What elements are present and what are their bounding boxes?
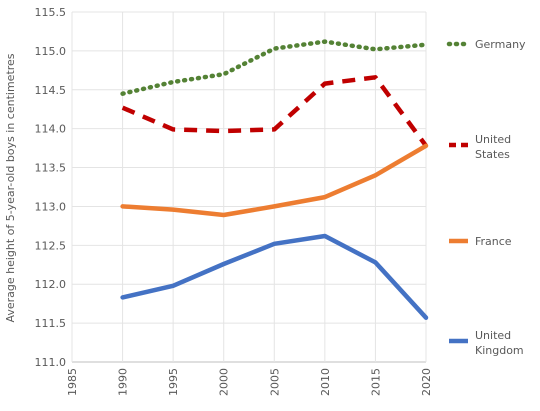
series-line-united-kingdom	[120, 233, 429, 320]
y-axis-title: Average height of 5-year-old boys in cen…	[4, 53, 17, 322]
legend-label-united-kingdom: United Kingdom	[475, 329, 524, 357]
x-tick-label: 1995	[167, 368, 180, 396]
x-tick-label: 2020	[420, 368, 433, 396]
x-tick-label: 1990	[117, 368, 130, 396]
series-lines	[120, 39, 429, 320]
legend-label-germany: Germany	[475, 38, 526, 51]
y-tick-label: 115.0	[35, 45, 67, 58]
y-tick-label: 115.5	[35, 6, 67, 19]
series-line-united-states	[121, 75, 428, 148]
y-tick-label: 113.0	[35, 200, 67, 213]
x-tick-label: 2015	[369, 368, 382, 396]
y-tick-label: 114.0	[35, 123, 67, 136]
legend-label-united-states: United States	[475, 133, 511, 161]
x-tick-label: 1985	[66, 368, 79, 396]
grid-lines	[71, 11, 427, 363]
y-tick-label: 114.5	[35, 84, 67, 97]
legend: Germany United States France United Kingdom	[446, 38, 526, 357]
y-tick-label: 111.0	[35, 356, 67, 369]
legend-label-france: France	[475, 235, 512, 248]
y-tick-label: 112.0	[35, 278, 67, 291]
series-line-france	[120, 143, 429, 218]
y-tick-label: 113.5	[35, 162, 67, 175]
series-line-germany	[120, 39, 429, 96]
axis-ticks: 111.0 111.5 112.0 112.5 113.0 113.5 114.0 114.5…	[35, 6, 434, 396]
y-tick-label: 111.5	[35, 317, 67, 330]
x-tick-label: 2010	[319, 368, 332, 396]
x-tick-label: 2005	[268, 368, 281, 396]
x-tick-label: 2000	[218, 368, 231, 396]
y-tick-label: 112.5	[35, 239, 67, 252]
